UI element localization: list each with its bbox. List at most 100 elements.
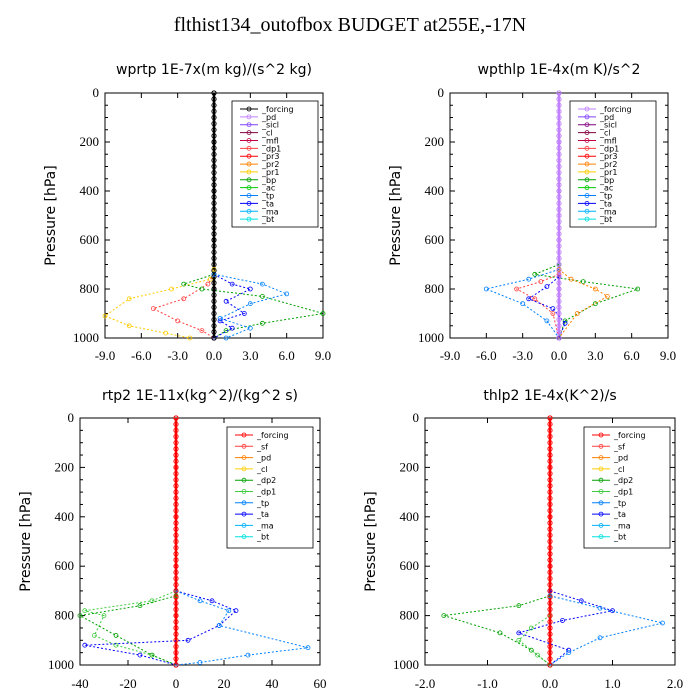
data-point — [544, 318, 550, 324]
forcing-marker — [173, 538, 179, 545]
forcing-marker — [211, 90, 217, 96]
panel-title: thlp2 1E-4x(K^2)/s — [483, 388, 616, 404]
forcing-marker — [173, 625, 179, 631]
x-tick-label: -6.0 — [476, 348, 497, 363]
forcing-marker — [556, 225, 562, 231]
data-point — [516, 630, 522, 636]
forcing-marker — [556, 212, 562, 219]
legend-marker — [584, 200, 590, 206]
y-axis-label: Pressure [hPa] — [388, 165, 404, 265]
forcing-marker — [211, 182, 217, 188]
forcing-marker — [547, 452, 553, 458]
data-point — [532, 271, 538, 277]
legend-entry: _pr1 — [599, 168, 617, 177]
forcing-marker — [556, 206, 562, 212]
legend-entry: _mfl — [261, 136, 279, 145]
legend-marker — [246, 106, 252, 112]
data-point — [532, 296, 538, 302]
forcing-marker — [556, 280, 562, 286]
forcing-marker — [547, 649, 553, 656]
forcing-marker — [556, 298, 562, 304]
data-point — [101, 613, 107, 618]
legend-entry: _dp1 — [256, 488, 276, 497]
legend-entry: _mfl — [599, 136, 617, 145]
legend-marker — [246, 193, 252, 198]
forcing-marker — [547, 662, 553, 668]
data-point — [82, 608, 88, 614]
forcing-marker — [173, 551, 179, 557]
legend-entry: _sf — [256, 442, 268, 451]
y-tick-label: 800 — [400, 608, 420, 623]
data-point — [592, 286, 598, 292]
legend-entry: _ta — [613, 510, 626, 519]
data-point — [205, 281, 211, 287]
legend-marker — [246, 200, 252, 206]
forcing-marker — [173, 532, 179, 538]
forcing-marker — [173, 446, 179, 452]
forcing-marker — [547, 656, 553, 662]
forcing-marker — [556, 127, 562, 133]
data-point — [247, 301, 253, 307]
x-tick-label: -9.0 — [440, 348, 461, 363]
forcing-marker — [556, 329, 562, 335]
legend-marker — [246, 185, 252, 191]
forcing-marker — [547, 520, 553, 526]
forcing-marker — [173, 415, 179, 421]
legend-entry: _bp — [261, 176, 276, 185]
series-line — [103, 269, 215, 339]
forcing-marker — [556, 133, 562, 139]
legend-entry: _pr1 — [261, 168, 279, 177]
y-tick-label: 600 — [425, 232, 445, 247]
legend-marker — [246, 122, 252, 128]
forcing-marker — [211, 102, 217, 108]
forcing-marker — [556, 170, 562, 176]
data-point — [207, 276, 213, 282]
forcing-marker — [211, 163, 217, 170]
data-point — [562, 318, 568, 324]
y-tick-label: 1000 — [393, 657, 419, 672]
chart-panel: wpthlp 1E-4x(m K)/s^2 Pressure [hPa] 0 200 4… — [388, 62, 676, 363]
data-point — [209, 598, 215, 604]
legend-entry: _pd — [613, 454, 628, 463]
forcing-marker — [211, 255, 217, 261]
series-line — [213, 273, 252, 339]
y-tick-label: 0 — [68, 410, 75, 425]
legend-marker — [598, 443, 604, 449]
forcing-marker — [211, 243, 217, 249]
x-tick-label: -2.0 — [415, 676, 436, 691]
forcing-marker — [556, 231, 562, 237]
forcing-marker — [173, 649, 179, 656]
x-tick-label: 0.0 — [551, 348, 567, 363]
data-point — [514, 286, 519, 292]
forcing-marker — [556, 304, 562, 310]
forcing-marker — [211, 286, 217, 292]
data-point — [544, 284, 550, 290]
data-point — [229, 325, 235, 331]
forcing-marker — [173, 464, 179, 470]
legend-marker — [241, 477, 247, 483]
series-line — [175, 590, 309, 666]
forcing-marker — [211, 96, 217, 102]
forcing-marker — [556, 114, 562, 121]
forcing-marker — [556, 90, 562, 96]
legend-marker — [241, 455, 247, 461]
data-point — [137, 652, 143, 658]
legend-marker — [246, 114, 252, 120]
forcing-marker — [547, 477, 553, 483]
legend-marker — [584, 130, 590, 136]
forcing-marker — [211, 188, 217, 194]
x-tick-label: -1.0 — [477, 676, 498, 691]
forcing-marker — [211, 194, 217, 200]
series-line — [558, 269, 609, 339]
data-point — [597, 605, 603, 611]
forcing-marker — [547, 415, 553, 421]
data-point — [535, 652, 540, 658]
forcing-marker — [211, 231, 217, 237]
data-point — [247, 325, 253, 331]
series-line — [181, 273, 324, 339]
panel-title: wprtp 1E-7x(m kg)/(s^2 kg) — [116, 62, 312, 78]
forcing-marker — [547, 545, 553, 551]
data-point — [181, 296, 187, 302]
forcing-marker — [547, 440, 553, 446]
